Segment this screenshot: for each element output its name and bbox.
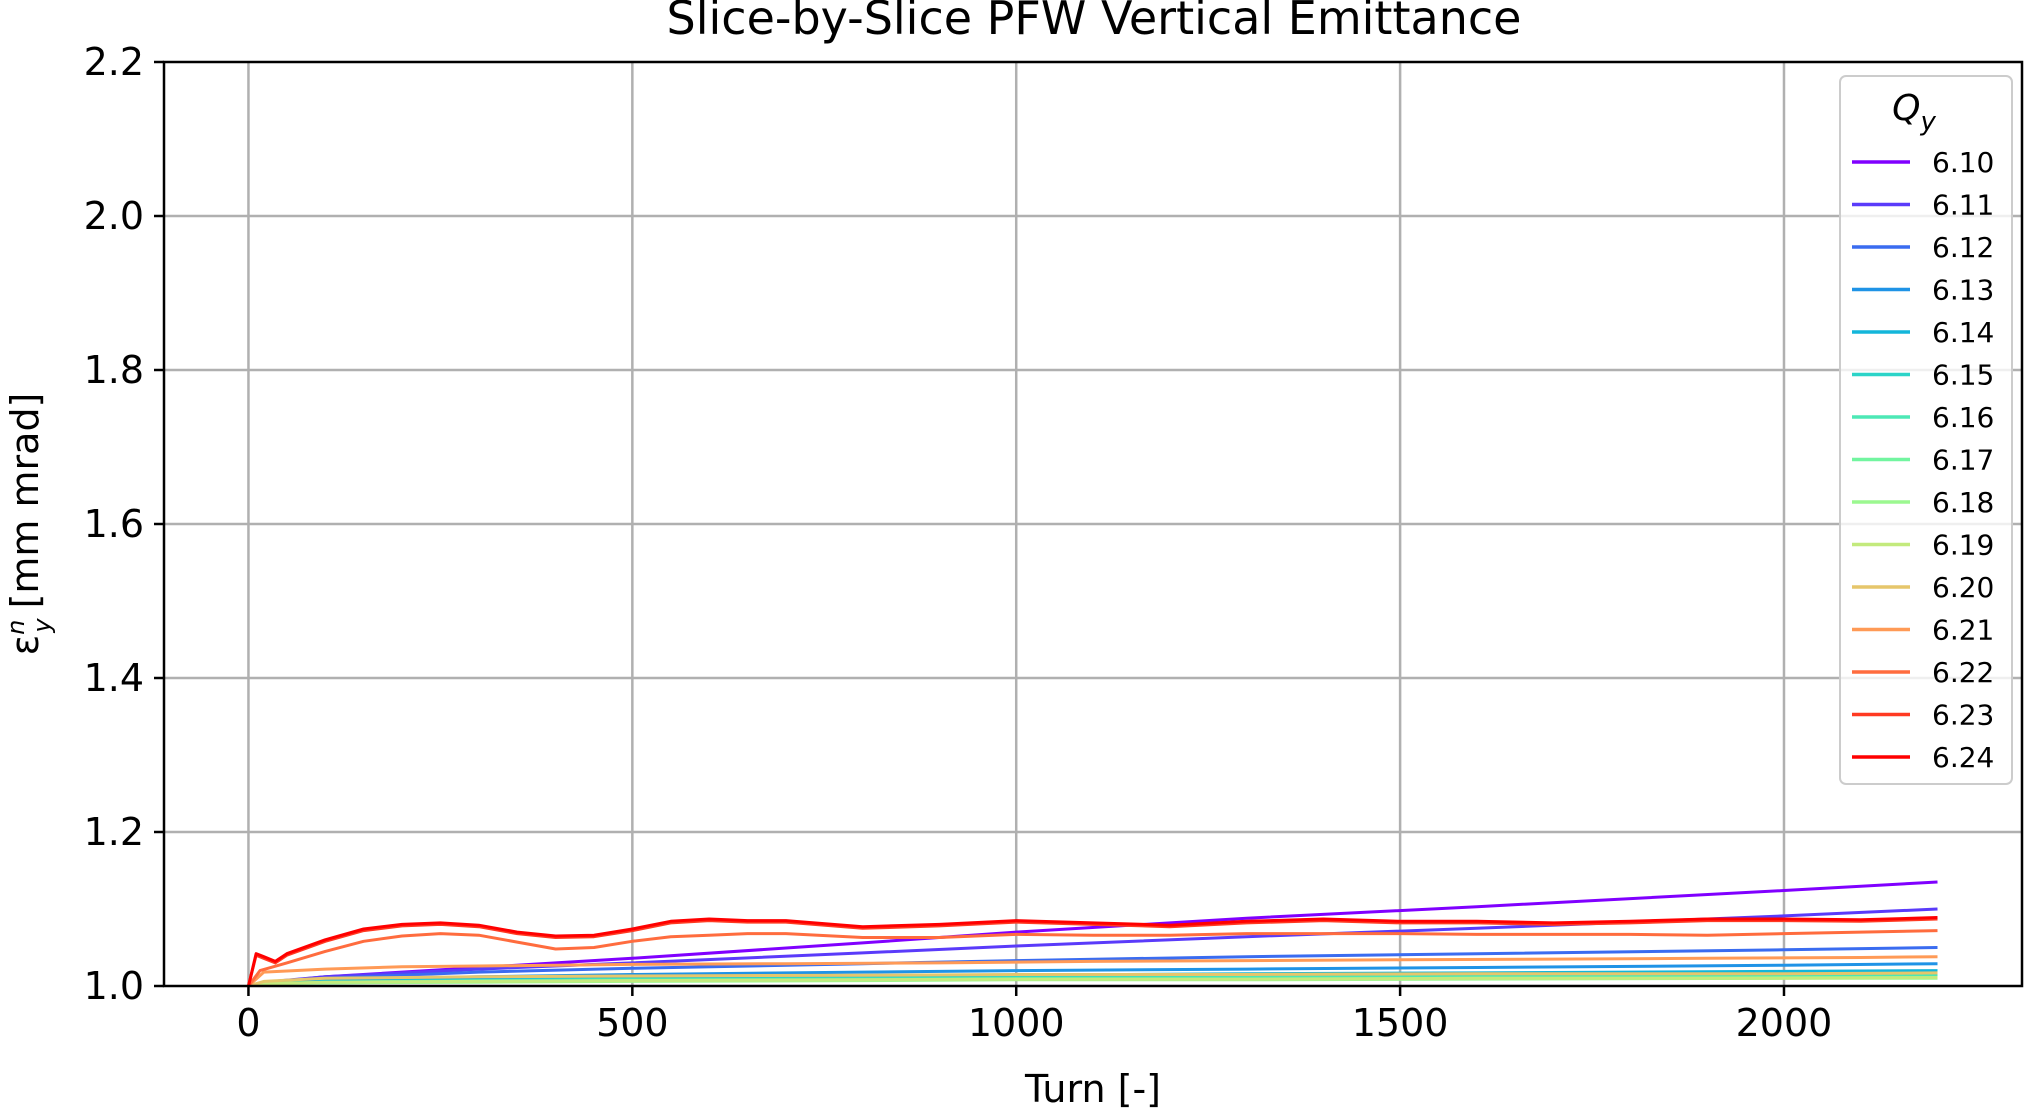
x-axis-label: Turn [-] [1024,1067,1161,1109]
y-axis-label-units: [mm mrad] [3,393,47,609]
legend-label: 6.14 [1932,316,1994,349]
legend-label: 6.24 [1932,741,1994,774]
legend-item: 6.13 [1852,274,1994,307]
y-tick-label: 1.2 [84,810,144,854]
y-axis-label-subscript: y [28,618,56,634]
legend-item: 6.24 [1852,741,1994,774]
legend-items: 6.10 6.11 6.12 6.13 6.14 6.15 6.16 6.17 6.18 6.19… [1852,146,1994,774]
chart-title: Slice-by-Slice PFW Vertical Emittance [667,0,1522,45]
y-tick-label: 1.8 [84,348,144,392]
legend-item: 6.10 [1852,146,1994,179]
legend-label: 6.19 [1932,529,1994,562]
legend-item: 6.23 [1852,699,1994,732]
x-tick-label: 1000 [968,1001,1065,1045]
legend-label: 6.18 [1932,486,1994,519]
series-line-6-22 [247,929,1938,986]
legend-label: 6.15 [1932,359,1994,392]
y-tick-label: 1.0 [84,964,144,1008]
legend-item: 6.14 [1852,316,1994,349]
legend-label: 6.10 [1932,146,1994,179]
legend-item: 6.12 [1852,231,1994,264]
legend-item: 6.21 [1852,614,1994,647]
series-line-6-24 [247,916,1938,986]
legend-title-main: Q [1892,88,1920,129]
legend-box [1839,75,2013,785]
series-line-6-21 [247,955,1938,986]
legend-item: 6.11 [1852,189,1994,222]
legend-item: 6.16 [1852,401,1994,434]
y-axis-label: εny [mm mrad] [2,393,56,656]
legend-label: 6.13 [1932,274,1994,307]
y-tick-label: 1.6 [84,502,144,546]
series-line-6-20 [248,971,1938,986]
legend-label: 6.16 [1932,401,1994,434]
y-axis-label-superscript: n [2,620,30,635]
legend-title: Qy [1892,88,1936,137]
y-tick-label: 2.2 [84,40,144,84]
y-tick-label: 2.0 [84,194,144,238]
legend-label: 6.22 [1932,656,1994,689]
series-line-6-19 [248,976,1938,986]
legend-title-sub: y [1919,107,1936,137]
axis-ticks: 0 500 1000 1500 2000 1.0 1.2 1.4 1.6 1.8 2.0 2.2 [84,40,1833,1045]
legend-item: 6.20 [1852,571,1994,604]
legend-item: 6.17 [1852,444,1994,477]
y-axis-label-text: εny [mm mrad] [2,393,56,656]
x-tick-label: 500 [596,1001,669,1045]
legend-label: 6.17 [1932,444,1994,477]
legend-item: 6.19 [1852,529,1994,562]
legend-label: 6.12 [1932,231,1994,264]
legend-label: 6.11 [1932,189,1994,222]
x-tick-label: 0 [236,1001,260,1045]
y-axis-label-symbol: ε [3,635,47,656]
legend: Qy 6.106.116.126.136.146.156.166.176.186… [1839,75,2013,785]
grid-lines [164,62,2022,986]
x-tick-label: 2000 [1736,1001,1833,1045]
legend-label: 6.20 [1932,571,1994,604]
series-lines [247,880,1938,986]
legend-label: 6.21 [1932,614,1994,647]
legend-item: 6.18 [1852,486,1994,519]
x-tick-label: 1500 [1352,1001,1449,1045]
legend-item: 6.15 [1852,359,1994,392]
legend-item: 6.22 [1852,656,1994,689]
y-tick-label: 1.4 [84,656,144,700]
legend-label: 6.23 [1932,699,1994,732]
